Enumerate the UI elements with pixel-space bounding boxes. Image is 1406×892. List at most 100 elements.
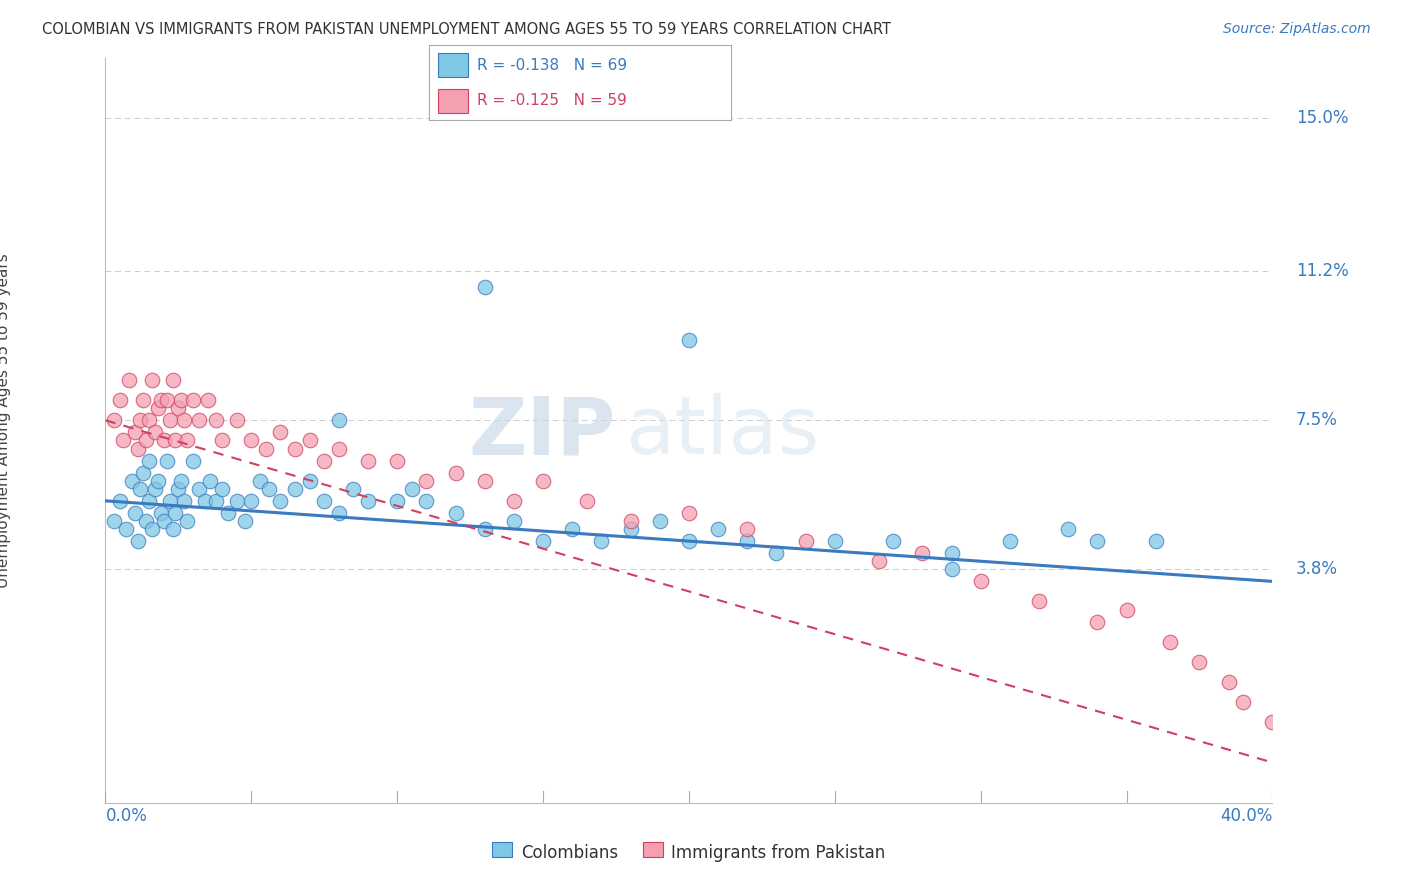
Point <box>170 474 193 488</box>
Point <box>941 562 963 576</box>
Point <box>108 493 131 508</box>
Point <box>162 522 184 536</box>
Text: 15.0%: 15.0% <box>1296 110 1348 128</box>
Point <box>911 546 934 560</box>
Point <box>385 453 409 467</box>
Point <box>591 534 613 549</box>
Point <box>1115 602 1137 616</box>
Point <box>167 482 190 496</box>
Point <box>129 413 152 427</box>
Text: atlas: atlas <box>624 393 820 471</box>
Point <box>115 522 138 536</box>
Point <box>385 493 409 508</box>
Point <box>124 425 146 440</box>
Point <box>135 434 157 448</box>
Point <box>765 546 787 560</box>
Point <box>141 373 163 387</box>
Point <box>298 434 321 448</box>
Text: R = -0.138   N = 69: R = -0.138 N = 69 <box>477 58 627 72</box>
Point <box>1218 675 1240 690</box>
Point <box>103 514 125 528</box>
Point <box>135 514 157 528</box>
Point <box>165 506 187 520</box>
Point <box>737 522 759 536</box>
Point <box>868 554 890 568</box>
Point <box>531 534 554 549</box>
Point <box>159 493 181 508</box>
Point <box>531 474 554 488</box>
Point <box>159 413 181 427</box>
Point <box>1028 594 1050 608</box>
Bar <box>437 53 468 78</box>
Point <box>474 474 496 488</box>
Point <box>225 493 247 508</box>
Point <box>124 506 146 520</box>
Point <box>162 373 184 387</box>
Point <box>1144 534 1167 549</box>
Point <box>156 393 179 408</box>
Point <box>173 493 195 508</box>
Point <box>143 425 166 440</box>
Point <box>254 442 277 456</box>
Point <box>138 413 160 427</box>
Point <box>187 482 209 496</box>
Point <box>444 506 467 520</box>
Point <box>153 434 174 448</box>
Point <box>328 506 350 520</box>
Legend: Colombians, Immigrants from Pakistan: Colombians, Immigrants from Pakistan <box>485 838 893 869</box>
Point <box>620 514 643 528</box>
Text: 7.5%: 7.5% <box>1296 411 1337 429</box>
Point <box>181 393 204 408</box>
Point <box>503 514 526 528</box>
Point <box>165 434 187 448</box>
Point <box>415 474 437 488</box>
Point <box>149 506 172 520</box>
Point <box>270 425 292 440</box>
Point <box>620 522 643 536</box>
Point <box>240 434 263 448</box>
Point <box>138 453 160 467</box>
Point <box>284 442 307 456</box>
Point <box>127 534 149 549</box>
Bar <box>437 88 468 112</box>
Text: 0.0%: 0.0% <box>105 807 148 825</box>
Point <box>328 442 350 456</box>
Point <box>941 546 963 560</box>
Point <box>121 474 143 488</box>
Point <box>146 474 169 488</box>
Point <box>132 393 155 408</box>
Point <box>173 413 195 427</box>
Point <box>314 453 336 467</box>
Point <box>153 514 174 528</box>
Point <box>648 514 671 528</box>
Point <box>181 453 204 467</box>
Point <box>575 493 598 508</box>
Point <box>200 474 222 488</box>
Point <box>103 413 125 427</box>
Point <box>474 280 496 294</box>
Point <box>998 534 1021 549</box>
Point <box>357 493 380 508</box>
Text: 11.2%: 11.2% <box>1296 262 1348 280</box>
Point <box>205 413 228 427</box>
Point <box>1057 522 1080 536</box>
Point <box>1261 715 1284 730</box>
Point <box>561 522 583 536</box>
Point <box>143 482 166 496</box>
Point <box>235 514 257 528</box>
Point <box>149 393 172 408</box>
Point <box>257 482 280 496</box>
Text: Source: ZipAtlas.com: Source: ZipAtlas.com <box>1223 22 1371 37</box>
Point <box>503 493 526 508</box>
Point <box>794 534 817 549</box>
Text: Unemployment Among Ages 55 to 59 years: Unemployment Among Ages 55 to 59 years <box>0 253 11 588</box>
Point <box>970 574 993 589</box>
Point <box>197 393 219 408</box>
Point <box>187 413 209 427</box>
Point <box>678 534 700 549</box>
Point <box>401 482 423 496</box>
Point <box>138 493 160 508</box>
Point <box>444 466 467 480</box>
Text: 40.0%: 40.0% <box>1220 807 1272 825</box>
Point <box>127 442 149 456</box>
